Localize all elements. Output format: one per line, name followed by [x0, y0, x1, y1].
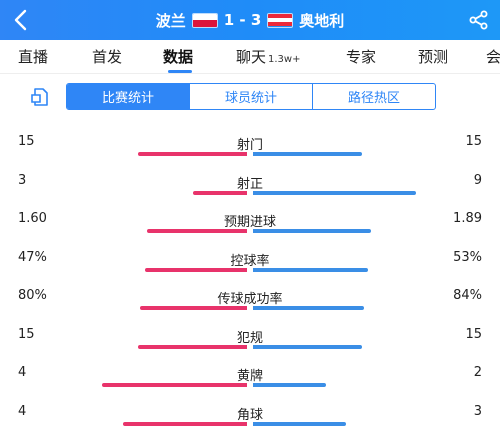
- match-score: 1 - 3: [223, 11, 262, 29]
- poland-flag-icon: [191, 12, 218, 28]
- stat-label: 角球: [236, 407, 263, 423]
- home-stat-value: 15: [18, 134, 35, 149]
- away-stat-value: 15: [465, 134, 482, 149]
- chat-count-badge: 1.3w+: [268, 54, 301, 65]
- away-stat-value: 1.89: [453, 211, 482, 226]
- tab-more[interactable]: 会: [486, 48, 500, 66]
- away-stat-bar: [253, 190, 416, 195]
- away-stat-value: 53%: [453, 249, 482, 265]
- away-stat-bar: [253, 306, 364, 310]
- away-stat-value: 84%: [453, 288, 482, 303]
- tab-data[interactable]: 数据: [163, 48, 194, 66]
- stat-row: 3 射正 9: [0, 159, 500, 197]
- away-stat-value: 3: [473, 403, 482, 419]
- stat-label: 射正: [236, 176, 263, 192]
- away-stat-bar: [253, 383, 326, 387]
- away-stat-bar: [253, 267, 368, 272]
- tab-lineup[interactable]: 首发: [92, 48, 123, 66]
- home-stat-bar: [138, 344, 247, 349]
- share-icon[interactable]: [468, 9, 490, 31]
- tab-chat[interactable]: 聊天 1.3w+: [236, 46, 300, 67]
- stat-row: 1.60 预期进球 1.89: [0, 197, 500, 235]
- home-stat-value: 80%: [18, 288, 47, 303]
- home-stat-bar: [140, 306, 247, 310]
- segmented-control: 比赛统计 球员统计 路径热区: [66, 83, 436, 110]
- away-stat-value: 2: [473, 365, 482, 380]
- stat-label: 控球率: [230, 253, 270, 269]
- stat-row: 15 犯规 15: [0, 313, 500, 351]
- away-stat-bar: [253, 229, 371, 233]
- stat-label: 射门: [236, 138, 263, 153]
- home-stat-value: 1.60: [18, 211, 47, 226]
- home-stat-bar: [193, 190, 247, 195]
- active-tab-indicator: [168, 70, 192, 73]
- stat-label: 黄牌: [236, 369, 263, 384]
- austria-flag-icon: [267, 12, 294, 28]
- home-stat-value: 47%: [18, 249, 47, 265]
- stat-label: 犯规: [236, 330, 263, 346]
- home-stat-value: 15: [18, 326, 35, 342]
- home-stat-value: 4: [18, 365, 27, 380]
- home-stat-value: 3: [18, 172, 27, 188]
- segment-match-stats[interactable]: 比赛统计: [67, 84, 190, 109]
- stat-row: 4 角球 3: [0, 390, 500, 428]
- home-stat-bar: [145, 267, 247, 272]
- segment-player-stats[interactable]: 球员统计: [190, 84, 313, 109]
- nav-tabs: 直播 首发 数据 聊天 1.3w+ 专家 预测 会: [0, 40, 500, 74]
- match-score-bar: 波兰 1 - 3 奥地利: [0, 0, 500, 40]
- tab-chat-label: 聊天: [236, 48, 267, 66]
- stat-row: 47% 控球率 53%: [0, 236, 500, 274]
- stat-row: 4 黄牌 2: [0, 351, 500, 389]
- stat-row: 15 射门 15: [0, 120, 500, 158]
- tab-expert[interactable]: 专家: [346, 48, 377, 66]
- segment-heatmap[interactable]: 路径热区: [347, 91, 400, 106]
- home-stat-bar: [138, 152, 247, 156]
- back-arrow-icon[interactable]: [10, 7, 32, 33]
- stat-label: 预期进球: [223, 215, 276, 230]
- away-stat-bar: [253, 344, 362, 349]
- stat-label: 传球成功率: [217, 292, 283, 307]
- tab-predict[interactable]: 预测: [418, 48, 449, 66]
- home-stat-bar: [123, 421, 247, 426]
- away-stat-value: 15: [465, 326, 482, 342]
- away-stat-value: 9: [473, 172, 482, 188]
- away-team-name: 奥地利: [299, 11, 345, 30]
- home-team-name: 波兰: [155, 11, 186, 30]
- home-stat-bar: [102, 383, 247, 387]
- home-stat-bar: [147, 229, 247, 233]
- stats-subnav: 比赛统计 球员统计 路径热区: [0, 74, 500, 120]
- away-stat-bar: [253, 152, 362, 156]
- home-stat-value: 4: [18, 403, 27, 419]
- away-stat-bar: [253, 421, 346, 426]
- document-icon[interactable]: [30, 86, 52, 108]
- match-header: 波兰 1 - 3 奥地利: [0, 0, 500, 40]
- tab-live[interactable]: 直播: [18, 48, 49, 66]
- stat-row: 80% 传球成功率 84%: [0, 274, 500, 312]
